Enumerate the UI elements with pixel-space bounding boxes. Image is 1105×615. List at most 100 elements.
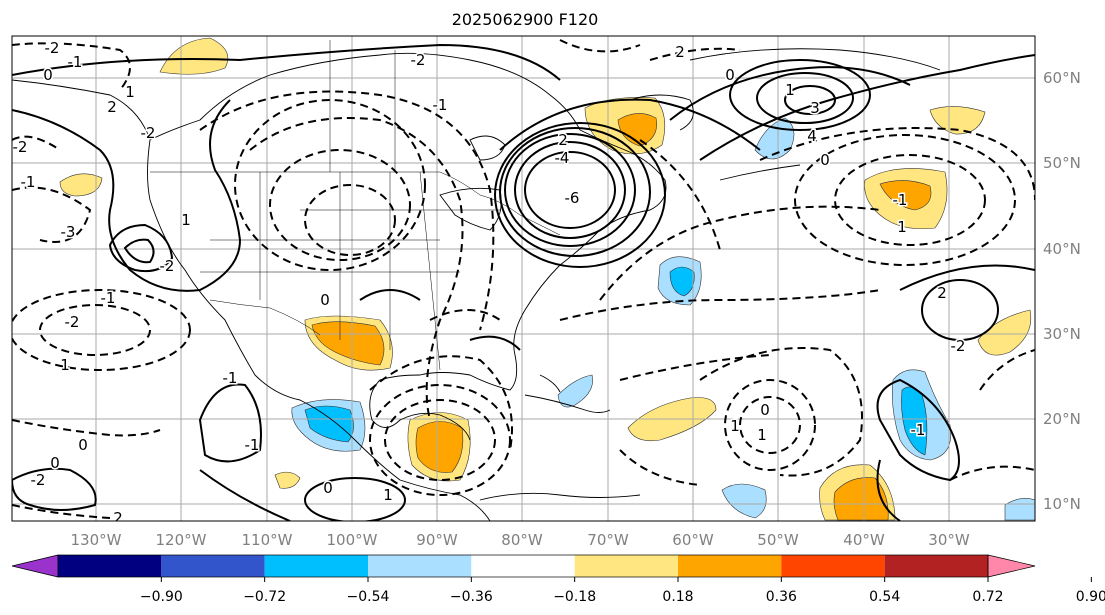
contour-label: 1: [125, 83, 135, 101]
contour-label: 0: [50, 454, 60, 472]
colorbar-swatch: [574, 555, 678, 577]
contour-label: 4: [807, 127, 817, 145]
positive-anomaly: [929, 106, 986, 135]
contour-label: -1: [101, 289, 116, 307]
colorbar-swatch: [161, 555, 265, 577]
longitude-ticks: 130°W 120°W 110°W 100°W 90°W 80°W 70°W 6…: [71, 531, 970, 549]
colorbar-label: −0.90: [140, 589, 183, 605]
contour-label: 3: [810, 99, 820, 117]
contour-label: 1: [730, 417, 740, 435]
contour-label: 0: [725, 66, 735, 84]
lon-tick-label: 50°W: [757, 531, 799, 549]
contour-label: -2: [160, 257, 175, 275]
contour-label: -2: [951, 337, 966, 355]
colorbar-label: 0.18: [662, 589, 693, 605]
contour-label: 2: [937, 284, 947, 302]
colorbar-swatch: [678, 555, 782, 577]
latitude-ticks: 60°N 50°N 40°N 30°N 20°N 10°N: [1043, 69, 1081, 513]
shaded-anomalies: [59, 37, 1035, 521]
colorbar-swatch: [58, 555, 162, 577]
contour-label: 0: [820, 151, 830, 169]
contour-label: -2: [45, 39, 60, 57]
graticule: [12, 36, 1035, 521]
contour-label: -2: [411, 51, 426, 69]
positive-anomaly: [311, 321, 385, 366]
contour-label: -3: [61, 223, 76, 241]
contour-labels: -2-1012-2-2-1-3-210-1-21-1-22-4-6013402-…: [12, 38, 967, 527]
colorbar-label: 0.72: [972, 589, 1003, 605]
positive-anomaly: [833, 477, 889, 521]
contour-label: 0: [323, 479, 333, 497]
negative-anomaly: [557, 374, 593, 408]
colorbar-extend-low: [11, 554, 59, 578]
contour-label: 2: [107, 98, 117, 116]
colorbar-label: 0.36: [766, 589, 797, 605]
contour-label: 1: [785, 81, 795, 99]
lon-tick-label: 90°W: [416, 531, 458, 549]
colorbar-label: 0.54: [869, 589, 900, 605]
contour-label: -2: [13, 138, 28, 156]
colorbar-swatch: [471, 555, 575, 577]
map-title: 2025062900 F120: [451, 10, 599, 29]
lon-tick-label: 130°W: [71, 531, 122, 549]
contour-label: 0: [78, 436, 88, 454]
colorbar-swatch: [884, 555, 988, 577]
contour-label: -1: [223, 369, 238, 387]
contour-label: 1: [897, 218, 907, 236]
colorbar-swatch: [781, 555, 885, 577]
contour-label: 0: [43, 66, 53, 84]
lon-tick-label: 100°W: [327, 531, 378, 549]
dashed-contours: [12, 39, 1035, 519]
colorbar-label: −0.72: [243, 589, 286, 605]
colorbar: −0.90 −0.72 −0.54 −0.36 −0.18 0.18 0.36 0.54 0.7…: [11, 554, 1105, 605]
contour-label: 0: [320, 291, 330, 309]
contour-label: -1: [433, 96, 448, 114]
positive-anomaly: [977, 309, 1032, 356]
colorbar-label: −0.36: [450, 589, 493, 605]
colorbar-label: 0.90: [1076, 589, 1105, 605]
colorbar-label: −0.54: [347, 589, 390, 605]
lat-tick-label: 10°N: [1043, 495, 1081, 513]
positive-anomaly: [415, 421, 464, 473]
contour-label: -1: [68, 53, 83, 71]
contour-label: -2: [141, 124, 156, 142]
negative-anomaly: [721, 483, 767, 519]
colorbar-outline: [57, 554, 989, 578]
contour-label: 1: [383, 486, 393, 504]
contour-label: -2: [65, 313, 80, 331]
map-background: [12, 36, 1035, 521]
positive-anomaly: [159, 37, 229, 75]
positive-anomaly: [59, 173, 103, 197]
contour-label: 2: [558, 131, 568, 149]
lat-tick-label: 30°N: [1043, 325, 1081, 343]
contour-label: 1: [181, 211, 191, 229]
negative-anomaly: [304, 405, 354, 443]
positive-anomaly: [617, 113, 657, 147]
lat-tick-label: 60°N: [1043, 69, 1081, 87]
positive-anomaly: [274, 471, 301, 489]
lon-tick-label: 120°W: [156, 531, 207, 549]
contour-label: 1: [757, 426, 767, 444]
contour-label: 2: [113, 509, 123, 527]
lon-tick-label: 80°W: [501, 531, 543, 549]
solid-contours: [12, 43, 1035, 521]
contour-label: -1: [245, 436, 260, 454]
lat-tick-label: 20°N: [1043, 410, 1081, 428]
lon-tick-label: 70°W: [587, 531, 629, 549]
lat-tick-label: 50°N: [1043, 154, 1081, 172]
contour-label: 0: [760, 401, 770, 419]
colorbar-extend-high: [987, 554, 1036, 578]
positive-anomaly: [879, 180, 932, 211]
contour-label: -1: [893, 191, 908, 209]
lon-tick-label: 30°W: [928, 531, 970, 549]
lon-tick-label: 60°W: [672, 531, 714, 549]
contour-label: -4: [555, 149, 570, 167]
map-frame: [11, 35, 1036, 522]
contour-label: -1: [21, 173, 36, 191]
contour-label: -2: [31, 471, 46, 489]
colorbar-swatch: [264, 555, 368, 577]
contour-label: -1: [911, 421, 926, 439]
lon-tick-label: 110°W: [242, 531, 293, 549]
lon-tick-label: 40°W: [843, 531, 885, 549]
